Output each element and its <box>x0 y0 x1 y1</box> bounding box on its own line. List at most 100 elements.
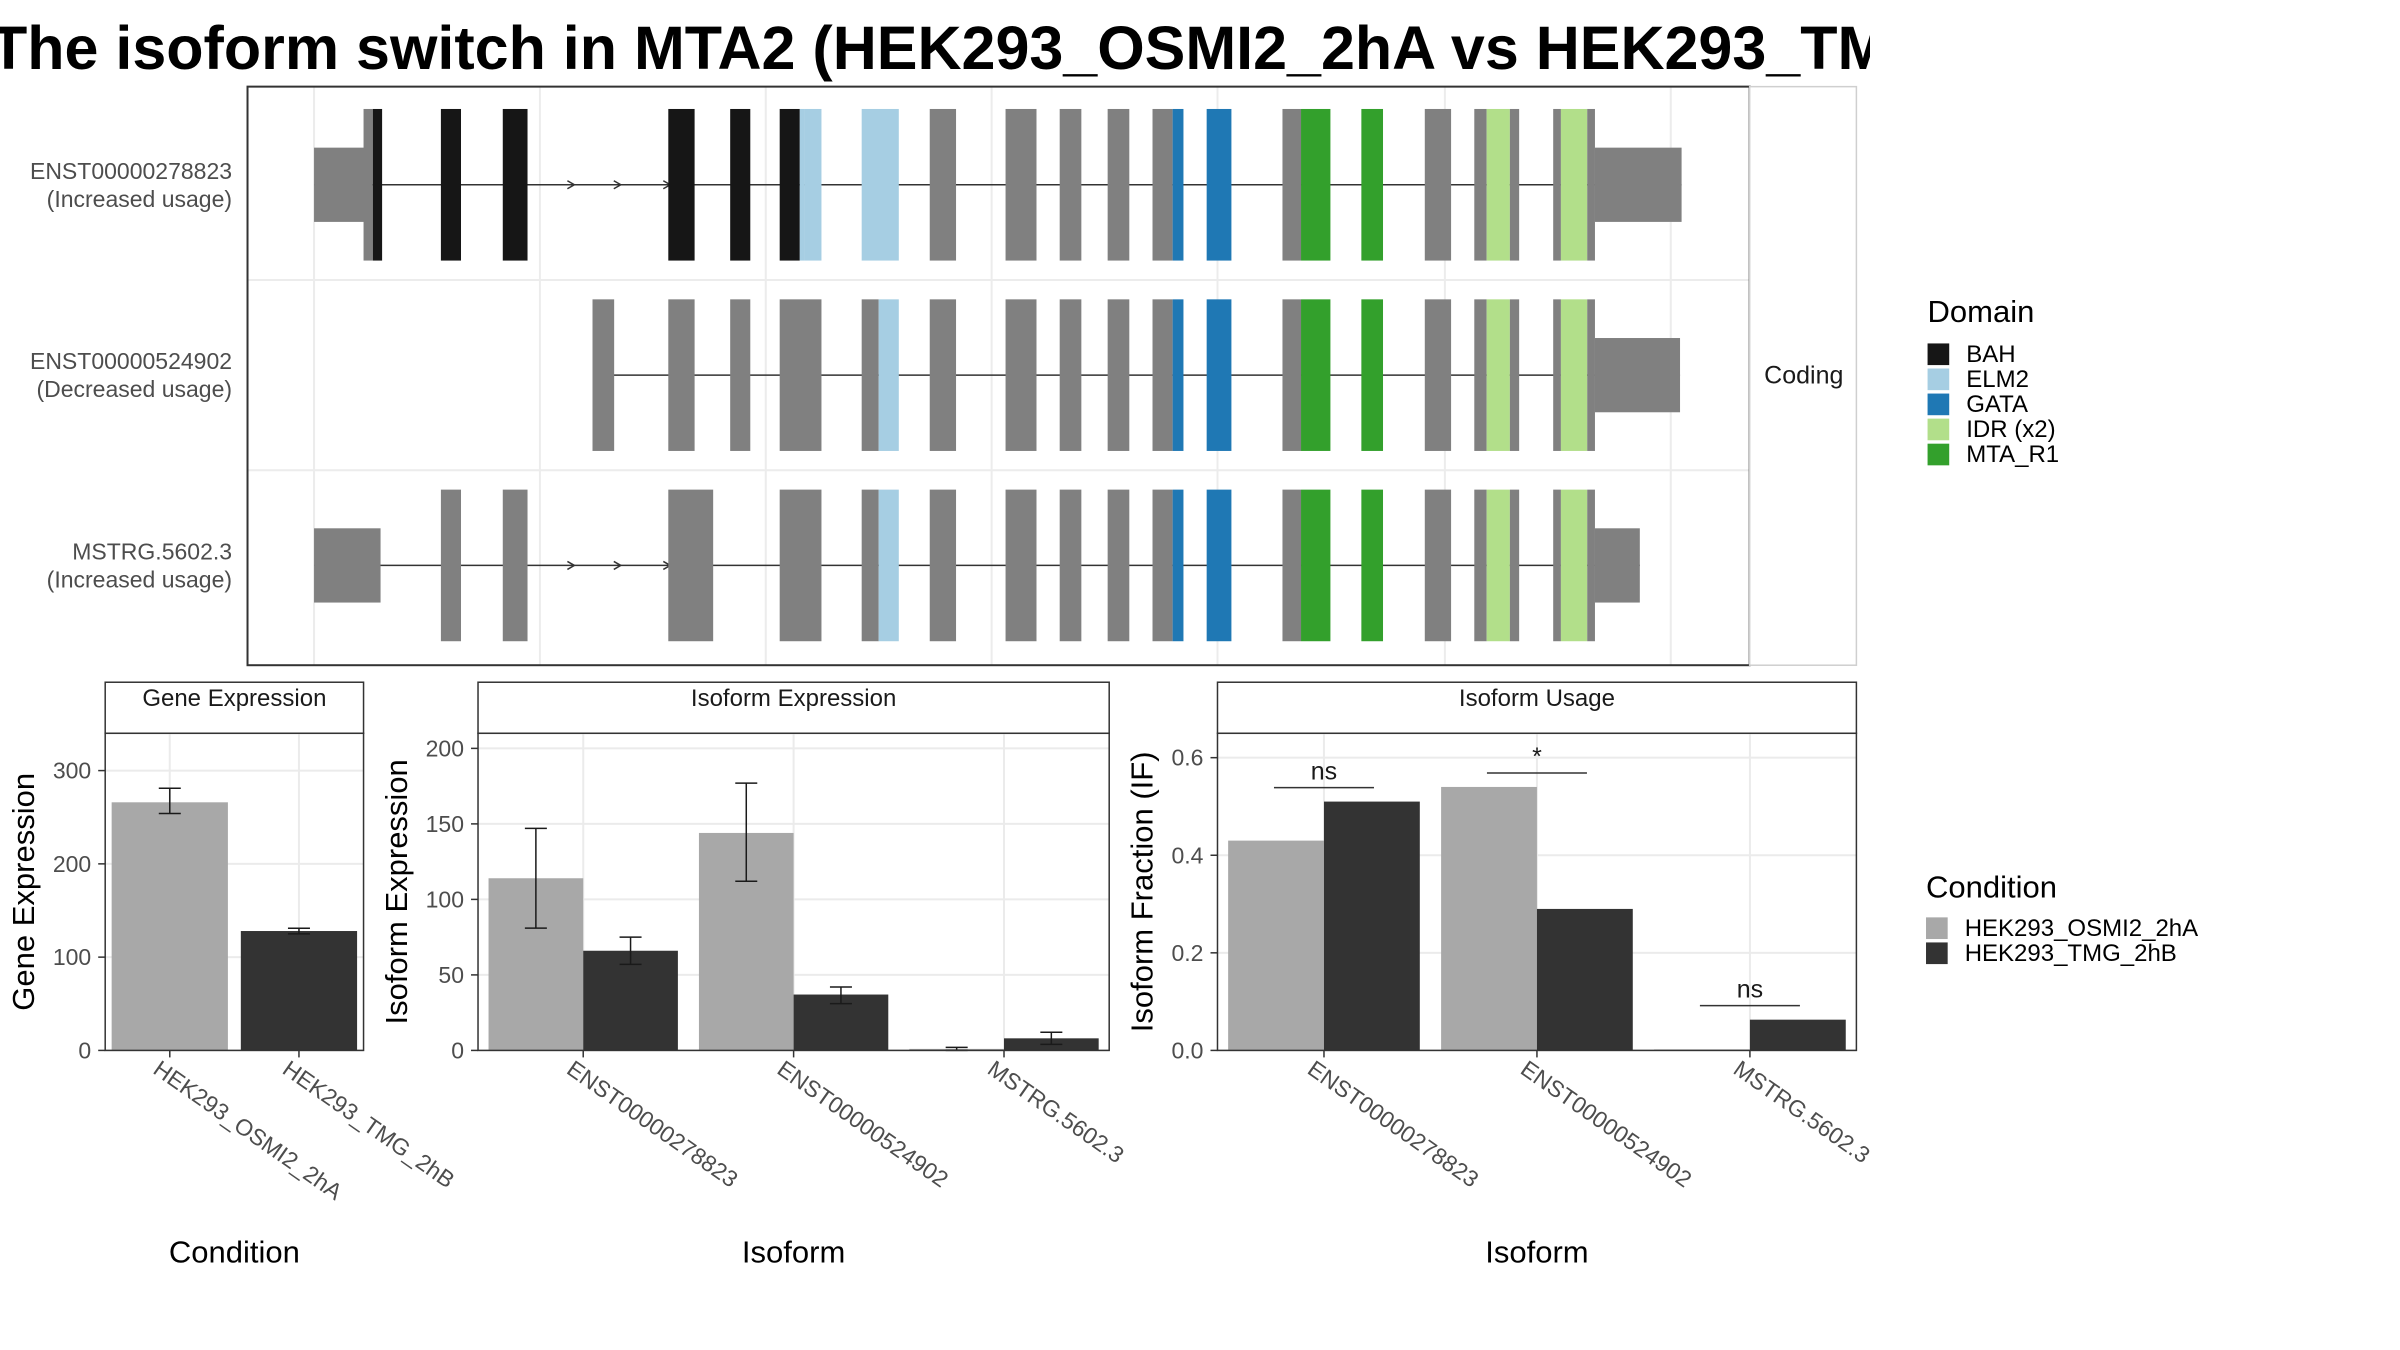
y-tick-label: 200 <box>426 735 464 761</box>
bar <box>1749 1019 1846 1051</box>
x-tick-label: ENST00000524902 <box>1516 1055 1696 1192</box>
isoform-usage-panel: Isoform Usage 0.0 0.2 0.4 0.6 ENST00000278823… <box>1125 681 1875 1269</box>
x-tick-label: ENST00000278823 <box>1303 1055 1483 1192</box>
facet-strip <box>477 681 1110 735</box>
domain-exon-gata <box>1172 489 1184 642</box>
domain-exon-bah <box>372 108 383 261</box>
transcript-ENST00000278823 <box>314 108 1682 261</box>
y-tick-label: 0.6 <box>1172 745 1204 771</box>
legend-swatch <box>1927 343 1950 366</box>
exon <box>1152 108 1173 261</box>
domain-exon-bah <box>668 108 695 261</box>
transcript-MSTRG.5602.3 <box>314 489 1640 642</box>
exon <box>1587 489 1595 642</box>
bar <box>583 950 678 1051</box>
exon <box>440 489 462 642</box>
domain-exon-bah <box>440 108 462 261</box>
legend-swatch <box>1927 418 1950 441</box>
transcript-usage-label: (Increased usage) <box>47 186 232 212</box>
legend-label: GATA <box>1966 391 2028 418</box>
exon <box>1107 299 1130 451</box>
y-tick-label: 100 <box>426 886 464 912</box>
x-tick-label: MSTRG.5602.3 <box>983 1055 1129 1168</box>
strand-arrow <box>567 560 576 571</box>
exon <box>1059 299 1082 451</box>
exon <box>1005 299 1037 451</box>
domain-exon-elm2 <box>878 489 899 642</box>
y-tick-label: 0.2 <box>1172 940 1204 966</box>
exon <box>502 489 528 642</box>
exon <box>1509 489 1520 642</box>
bar <box>240 931 358 1051</box>
transcript-ENST00000524902 <box>592 299 1681 451</box>
domain-exon-idr-x2- <box>1560 489 1588 642</box>
domain-exon-mta-r1 <box>1301 299 1331 451</box>
exon <box>1282 299 1302 451</box>
utr-block <box>314 147 367 222</box>
utr-block <box>314 528 381 603</box>
bar <box>111 802 228 1051</box>
exon <box>592 299 615 451</box>
exon <box>1553 108 1561 261</box>
domain-exon-idr-x2- <box>1486 108 1510 261</box>
bar <box>1228 840 1324 1051</box>
x-axis-title: Isoform <box>1485 1234 1588 1269</box>
domain-exon-elm2 <box>804 108 822 261</box>
exon <box>1474 299 1487 451</box>
legend-swatch <box>1927 443 1950 466</box>
exon <box>1282 108 1302 261</box>
domain-exon-mta-r1 <box>1361 299 1384 451</box>
exon <box>1059 108 1082 261</box>
exon <box>1107 108 1130 261</box>
legend-label: ELM2 <box>1966 366 2029 393</box>
exon <box>929 299 957 451</box>
y-tick-label: 150 <box>426 811 464 837</box>
domain-exon-mta-r1 <box>1361 489 1384 642</box>
coding-strip-box <box>1748 85 1858 666</box>
exon <box>668 299 695 451</box>
x-axis-title: Condition <box>169 1234 300 1269</box>
domain-exon-elm2 <box>861 108 899 261</box>
exon <box>1152 299 1173 451</box>
domain-exon-bah <box>502 108 528 261</box>
strand-arrow <box>567 180 576 190</box>
exon <box>668 489 714 642</box>
exon <box>1474 108 1487 261</box>
domain-exon-elm2 <box>878 299 899 451</box>
transcript-id-label: ENST00000524902 <box>30 348 232 374</box>
transcript-usage-label: (Increased usage) <box>47 566 232 592</box>
exon <box>1553 489 1561 642</box>
legend-swatch <box>1926 917 1948 940</box>
legend-label: HEK293_OSMI2_2hA <box>1965 915 2198 942</box>
panel-border <box>104 732 365 1052</box>
exon <box>779 299 822 451</box>
panel-border <box>1216 732 1858 1052</box>
exon <box>929 489 957 642</box>
y-tick-label: 0.0 <box>1172 1037 1204 1063</box>
y-tick-label: 0 <box>78 1037 91 1063</box>
exon <box>1107 489 1130 642</box>
exon <box>1005 489 1037 642</box>
legend-label: HEK293_TMG_2hB <box>1965 940 2177 967</box>
x-tick-label: ENST00000524902 <box>773 1055 953 1192</box>
facet-strip <box>1216 681 1858 735</box>
exon <box>730 299 751 451</box>
transcript-id-label: MSTRG.5602.3 <box>72 538 232 564</box>
exon <box>861 489 879 642</box>
significance-label: ns <box>1311 758 1337 786</box>
domain-exon-gata <box>1206 489 1232 642</box>
domain-exon-bah <box>779 108 800 261</box>
y-axis-title: Isoform Expression <box>379 759 414 1024</box>
bar <box>1441 786 1537 1051</box>
legend-swatch <box>1926 942 1948 965</box>
x-tick-label: MSTRG.5602.3 <box>1729 1055 1875 1168</box>
isoform-expression-panel: Isoform Expression 0 50 100 150 200 ENST000002… <box>379 681 1129 1269</box>
gene-structure-background <box>247 86 1750 579</box>
x-axis-title: Isoform <box>742 1234 845 1269</box>
exon <box>1005 108 1037 261</box>
domain-exon-idr-x2- <box>1486 299 1510 451</box>
